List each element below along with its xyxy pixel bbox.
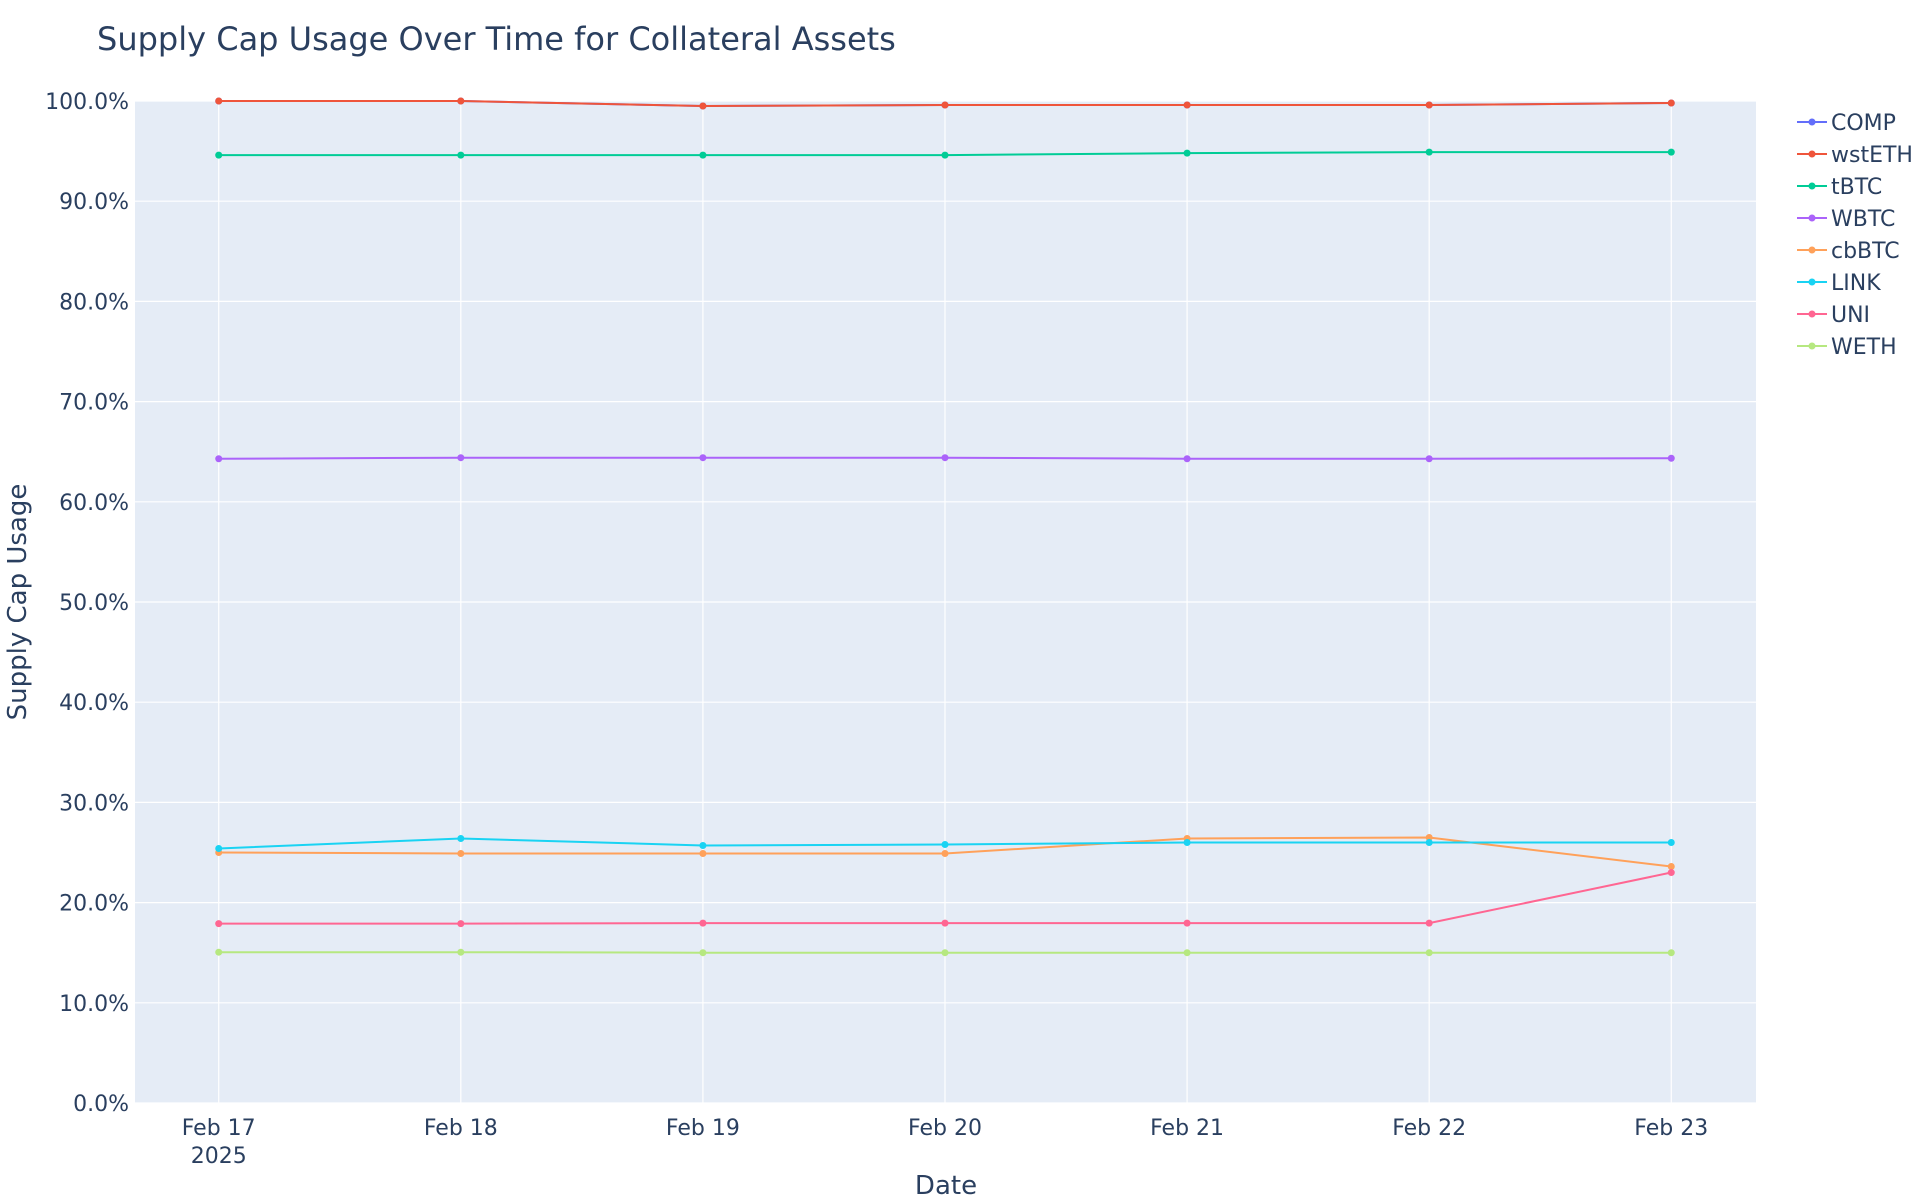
x-tick-label: Feb 20 — [908, 1116, 982, 1141]
point — [699, 949, 707, 957]
point — [1183, 919, 1191, 927]
point — [1425, 101, 1433, 109]
point — [1425, 838, 1433, 846]
x-tick-label: Feb 19 — [666, 1116, 740, 1141]
point — [215, 151, 223, 159]
x-axis-title: Date — [915, 1171, 977, 1200]
y-tick-label: 70.0% — [59, 391, 129, 416]
point — [1425, 833, 1433, 841]
point — [1183, 455, 1191, 463]
legend-label: WETH — [1831, 335, 1897, 360]
point — [457, 454, 465, 462]
legend-marker — [1808, 182, 1816, 190]
point — [1667, 838, 1675, 846]
y-tick-label: 30.0% — [59, 791, 129, 816]
point — [941, 101, 949, 109]
legend-marker — [1808, 278, 1816, 286]
y-tick-label: 40.0% — [59, 691, 129, 716]
legend-marker — [1808, 214, 1816, 222]
legend-label: wstETH — [1831, 143, 1913, 168]
point — [457, 850, 465, 858]
point — [1667, 869, 1675, 877]
point — [457, 97, 465, 105]
point — [457, 948, 465, 956]
y-tick-label: 90.0% — [59, 190, 129, 215]
legend-marker — [1808, 246, 1816, 254]
point — [699, 850, 707, 858]
y-tick-label: 50.0% — [59, 591, 129, 616]
point — [941, 949, 949, 957]
legend-marker — [1808, 150, 1816, 158]
point — [457, 834, 465, 842]
chart-title: Supply Cap Usage Over Time for Collatera… — [97, 20, 896, 58]
series — [215, 869, 1675, 928]
point — [215, 948, 223, 956]
point — [1183, 101, 1191, 109]
point — [699, 841, 707, 849]
legend-marker — [1808, 118, 1816, 126]
point — [1183, 149, 1191, 157]
point — [215, 97, 223, 105]
point — [1425, 148, 1433, 156]
point — [941, 919, 949, 927]
y-tick-label: 80.0% — [59, 290, 129, 315]
point — [699, 151, 707, 159]
legend-marker — [1808, 310, 1816, 318]
series — [215, 834, 1675, 852]
point — [941, 454, 949, 462]
y-tick-label: 60.0% — [59, 491, 129, 516]
legend-label: UNI — [1831, 303, 1870, 328]
x-tick-label: Feb 21 — [1150, 1116, 1224, 1141]
point — [1667, 454, 1675, 462]
point — [1667, 148, 1675, 156]
y-tick-label: 20.0% — [59, 892, 129, 917]
y-tick-label: 0.0% — [73, 1092, 129, 1117]
y-tick-label: 100.0% — [45, 90, 129, 115]
legend-label: cbBTC — [1831, 239, 1900, 264]
legend-label: tBTC — [1831, 175, 1882, 200]
point — [1425, 455, 1433, 463]
series — [215, 454, 1675, 463]
point — [1667, 949, 1675, 957]
point — [457, 920, 465, 928]
point — [1425, 919, 1433, 927]
point — [457, 151, 465, 159]
x-tick-label: Feb 22 — [1392, 1116, 1466, 1141]
point — [1183, 949, 1191, 957]
point — [1183, 838, 1191, 846]
y-tick-label: 10.0% — [59, 992, 129, 1017]
legend-label: COMP — [1831, 111, 1896, 136]
legend-label: LINK — [1831, 271, 1881, 296]
point — [941, 151, 949, 159]
point — [941, 850, 949, 858]
point — [1667, 99, 1675, 107]
legend-marker — [1808, 342, 1816, 350]
series — [215, 97, 1675, 110]
x-tick-label: Feb 17 2025 — [182, 1116, 256, 1169]
point — [215, 920, 223, 928]
point — [699, 454, 707, 462]
point — [699, 102, 707, 110]
legend-label: WBTC — [1831, 207, 1895, 232]
point — [1425, 949, 1433, 957]
point — [1667, 863, 1675, 871]
series — [215, 948, 1675, 957]
point — [699, 919, 707, 927]
point — [215, 844, 223, 852]
point — [941, 840, 949, 848]
y-axis-title: Supply Cap Usage — [3, 484, 33, 721]
x-tick-label: Feb 18 — [424, 1116, 498, 1141]
point — [215, 455, 223, 463]
x-tick-label: Feb 23 — [1634, 1116, 1708, 1141]
series — [215, 148, 1675, 159]
